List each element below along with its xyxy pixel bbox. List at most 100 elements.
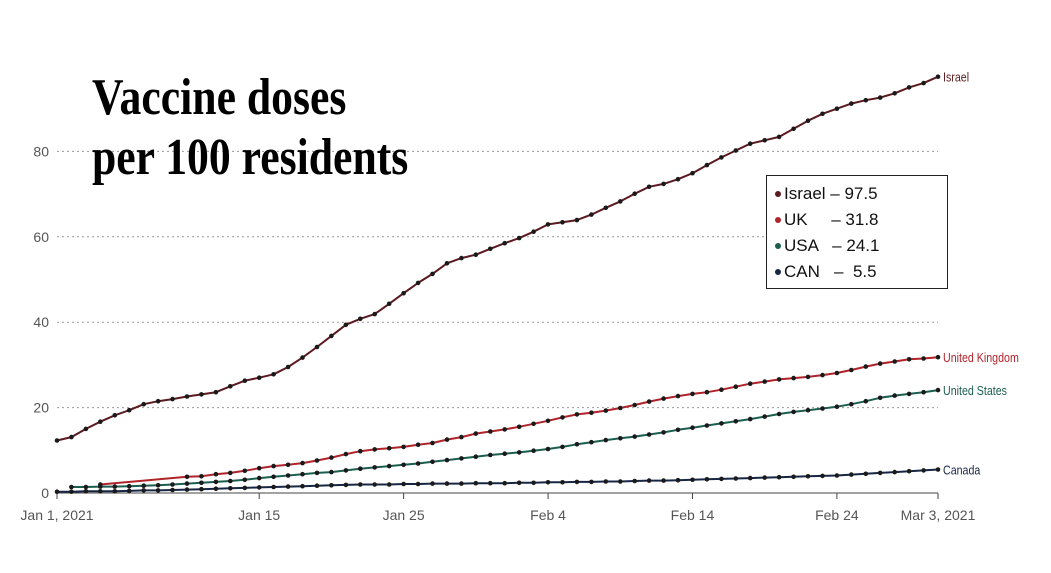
data-point-israel	[459, 255, 464, 261]
data-point-israel	[256, 375, 262, 381]
data-point-canada	[242, 485, 248, 491]
data-point-israel	[877, 95, 883, 100]
data-point-united-kingdom	[314, 458, 320, 463]
data-point-israel	[372, 311, 378, 317]
data-point-united-states	[935, 387, 941, 393]
series-label-united-states: United States	[943, 383, 1007, 398]
data-point-canada	[126, 488, 132, 494]
data-point-united-states	[675, 427, 681, 433]
data-point-united-states	[358, 466, 363, 472]
data-point-united-states	[762, 414, 767, 419]
data-point-canada	[560, 480, 565, 485]
data-point-united-kingdom	[805, 374, 811, 380]
data-point-canada	[256, 485, 262, 490]
data-point-united-states	[98, 484, 103, 489]
data-point-canada	[545, 480, 551, 485]
data-point-canada	[98, 489, 103, 494]
data-point-canada	[300, 483, 305, 489]
data-point-israel	[401, 290, 406, 296]
data-point-israel	[704, 162, 710, 168]
data-point-canada	[271, 484, 276, 490]
data-point-united-states	[560, 444, 565, 450]
data-point-united-kingdom	[372, 447, 378, 452]
data-point-canada	[372, 482, 378, 487]
data-point-united-states	[603, 437, 609, 443]
data-point-united-kingdom	[271, 463, 276, 469]
data-point-israel	[675, 176, 681, 182]
data-point-united-states	[488, 452, 493, 458]
y-axis: 0 20 40 60 80	[33, 143, 49, 501]
x-tick-label: Jan 25	[383, 507, 425, 523]
data-point-united-kingdom	[473, 431, 479, 436]
data-point-united-states	[415, 461, 421, 466]
series-line-canada	[57, 468, 939, 493]
data-point-united-kingdom	[329, 455, 334, 460]
data-point-united-states	[690, 425, 695, 431]
data-point-israel	[415, 280, 421, 286]
data-point-israel	[545, 222, 551, 227]
x-tick-label: Feb 14	[671, 507, 715, 523]
data-point-israel	[430, 271, 435, 277]
data-point-israel	[141, 401, 146, 407]
y-tick-label: 20	[33, 400, 49, 416]
data-point-united-states	[271, 474, 276, 480]
data-point-canada	[401, 481, 406, 487]
data-point-canada	[921, 468, 926, 473]
data-point-united-kingdom	[589, 410, 594, 416]
data-point-israel	[805, 118, 811, 123]
data-point-united-kingdom	[935, 354, 941, 360]
legend-text-can: CAN – 5.5	[784, 262, 877, 281]
data-point-united-kingdom	[618, 405, 623, 411]
chart-title-line-1: Vaccine doses	[92, 69, 347, 126]
data-point-israel	[155, 398, 161, 404]
legend-item-israel: Israel – 97.5	[775, 181, 947, 207]
data-point-israel	[386, 301, 392, 307]
data-point-canada	[54, 489, 60, 495]
data-point-united-states	[256, 475, 262, 481]
data-point-canada	[719, 476, 724, 482]
data-point-united-kingdom	[704, 389, 710, 395]
data-point-united-states	[545, 446, 551, 452]
data-point-israel	[54, 438, 60, 443]
gridlines	[57, 150, 938, 409]
data-point-canada	[430, 481, 435, 486]
data-point-united-states	[704, 423, 710, 428]
data-point-united-states	[502, 451, 508, 457]
data-point-canada	[618, 479, 623, 484]
legend-item-uk: UK – 31.8	[775, 207, 947, 233]
data-point-united-kingdom	[228, 470, 233, 476]
data-point-united-states	[430, 459, 435, 465]
data-point-israel	[776, 134, 782, 140]
data-point-united-kingdom	[632, 402, 637, 408]
legend-marker-can	[775, 269, 781, 275]
data-point-united-kingdom	[256, 465, 262, 471]
data-point-canada	[488, 480, 493, 486]
series-label-canada: Canada	[943, 463, 981, 478]
data-point-united-states	[892, 393, 897, 398]
data-point-united-states	[155, 483, 161, 488]
data-point-israel	[849, 101, 854, 106]
data-point-united-states	[372, 465, 378, 470]
data-point-united-states	[199, 480, 204, 486]
series-layer	[54, 74, 941, 495]
data-point-canada	[473, 480, 479, 486]
data-point-united-kingdom	[747, 381, 753, 387]
data-point-united-kingdom	[906, 357, 912, 362]
data-point-united-states	[343, 468, 349, 473]
data-point-united-states	[906, 391, 912, 397]
data-point-israel	[719, 155, 724, 160]
data-point-united-states	[776, 411, 782, 417]
data-point-israel	[820, 111, 825, 117]
data-point-israel	[343, 322, 349, 328]
data-point-canada	[863, 471, 869, 477]
data-point-canada	[935, 467, 941, 472]
data-point-canada	[646, 478, 652, 483]
data-point-israel	[906, 85, 912, 90]
data-point-israel	[560, 220, 565, 225]
data-point-canada	[747, 475, 753, 481]
data-point-united-kingdom	[834, 370, 840, 376]
legend-item-can: CAN – 5.5	[775, 259, 947, 285]
data-point-united-kingdom	[574, 412, 580, 417]
data-point-canada	[906, 468, 912, 474]
data-point-united-states	[589, 439, 594, 445]
